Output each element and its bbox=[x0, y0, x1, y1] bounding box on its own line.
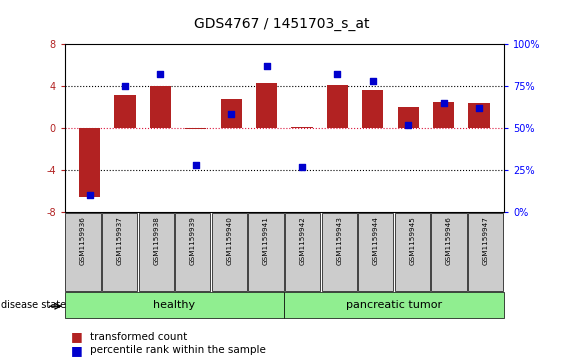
Bar bbox=[185, 128, 207, 129]
Bar bbox=[431, 213, 467, 291]
Bar bbox=[395, 213, 430, 291]
Text: transformed count: transformed count bbox=[90, 332, 187, 342]
Point bbox=[156, 71, 165, 77]
Text: GDS4767 / 1451703_s_at: GDS4767 / 1451703_s_at bbox=[194, 17, 369, 30]
Point bbox=[120, 83, 129, 89]
Text: GSM1159943: GSM1159943 bbox=[336, 216, 342, 265]
Point bbox=[333, 71, 342, 77]
Bar bbox=[175, 213, 211, 291]
Point bbox=[191, 162, 200, 168]
Point bbox=[297, 164, 306, 170]
Point bbox=[404, 122, 413, 127]
Text: GSM1159940: GSM1159940 bbox=[226, 216, 233, 265]
Bar bbox=[114, 95, 136, 128]
Bar bbox=[150, 86, 171, 128]
Point bbox=[227, 111, 236, 117]
Bar bbox=[468, 103, 490, 128]
Bar bbox=[358, 213, 394, 291]
Text: healthy: healthy bbox=[154, 300, 195, 310]
Text: GSM1159938: GSM1159938 bbox=[153, 216, 159, 265]
Bar bbox=[468, 213, 503, 291]
Point bbox=[85, 192, 94, 198]
Point bbox=[368, 78, 377, 83]
Bar bbox=[102, 213, 137, 291]
Bar bbox=[292, 127, 312, 128]
Bar bbox=[327, 85, 348, 128]
Bar bbox=[212, 213, 247, 291]
Text: GSM1159942: GSM1159942 bbox=[300, 216, 306, 265]
Text: ■: ■ bbox=[70, 344, 82, 357]
Text: pancreatic tumor: pancreatic tumor bbox=[346, 300, 442, 310]
Text: GSM1159946: GSM1159946 bbox=[446, 216, 452, 265]
Bar bbox=[248, 213, 284, 291]
Bar bbox=[285, 213, 320, 291]
Bar bbox=[321, 213, 357, 291]
Bar bbox=[65, 292, 284, 318]
Point bbox=[439, 100, 448, 106]
Text: GSM1159941: GSM1159941 bbox=[263, 216, 269, 265]
Bar bbox=[65, 213, 101, 291]
Bar bbox=[256, 83, 277, 128]
Point bbox=[262, 62, 271, 68]
Text: GSM1159944: GSM1159944 bbox=[373, 216, 379, 265]
Bar bbox=[138, 213, 174, 291]
Text: GSM1159937: GSM1159937 bbox=[117, 216, 123, 265]
Point bbox=[475, 105, 484, 111]
Text: GSM1159947: GSM1159947 bbox=[482, 216, 489, 265]
Bar bbox=[433, 102, 454, 128]
Text: disease state: disease state bbox=[1, 300, 66, 310]
Text: GSM1159939: GSM1159939 bbox=[190, 216, 196, 265]
Bar bbox=[221, 99, 242, 128]
Bar bbox=[79, 128, 100, 196]
Bar bbox=[362, 90, 383, 128]
Text: ■: ■ bbox=[70, 330, 82, 343]
Bar bbox=[284, 292, 504, 318]
Text: GSM1159945: GSM1159945 bbox=[409, 216, 415, 265]
Text: percentile rank within the sample: percentile rank within the sample bbox=[90, 345, 266, 355]
Bar bbox=[397, 107, 419, 128]
Text: GSM1159936: GSM1159936 bbox=[80, 216, 86, 265]
